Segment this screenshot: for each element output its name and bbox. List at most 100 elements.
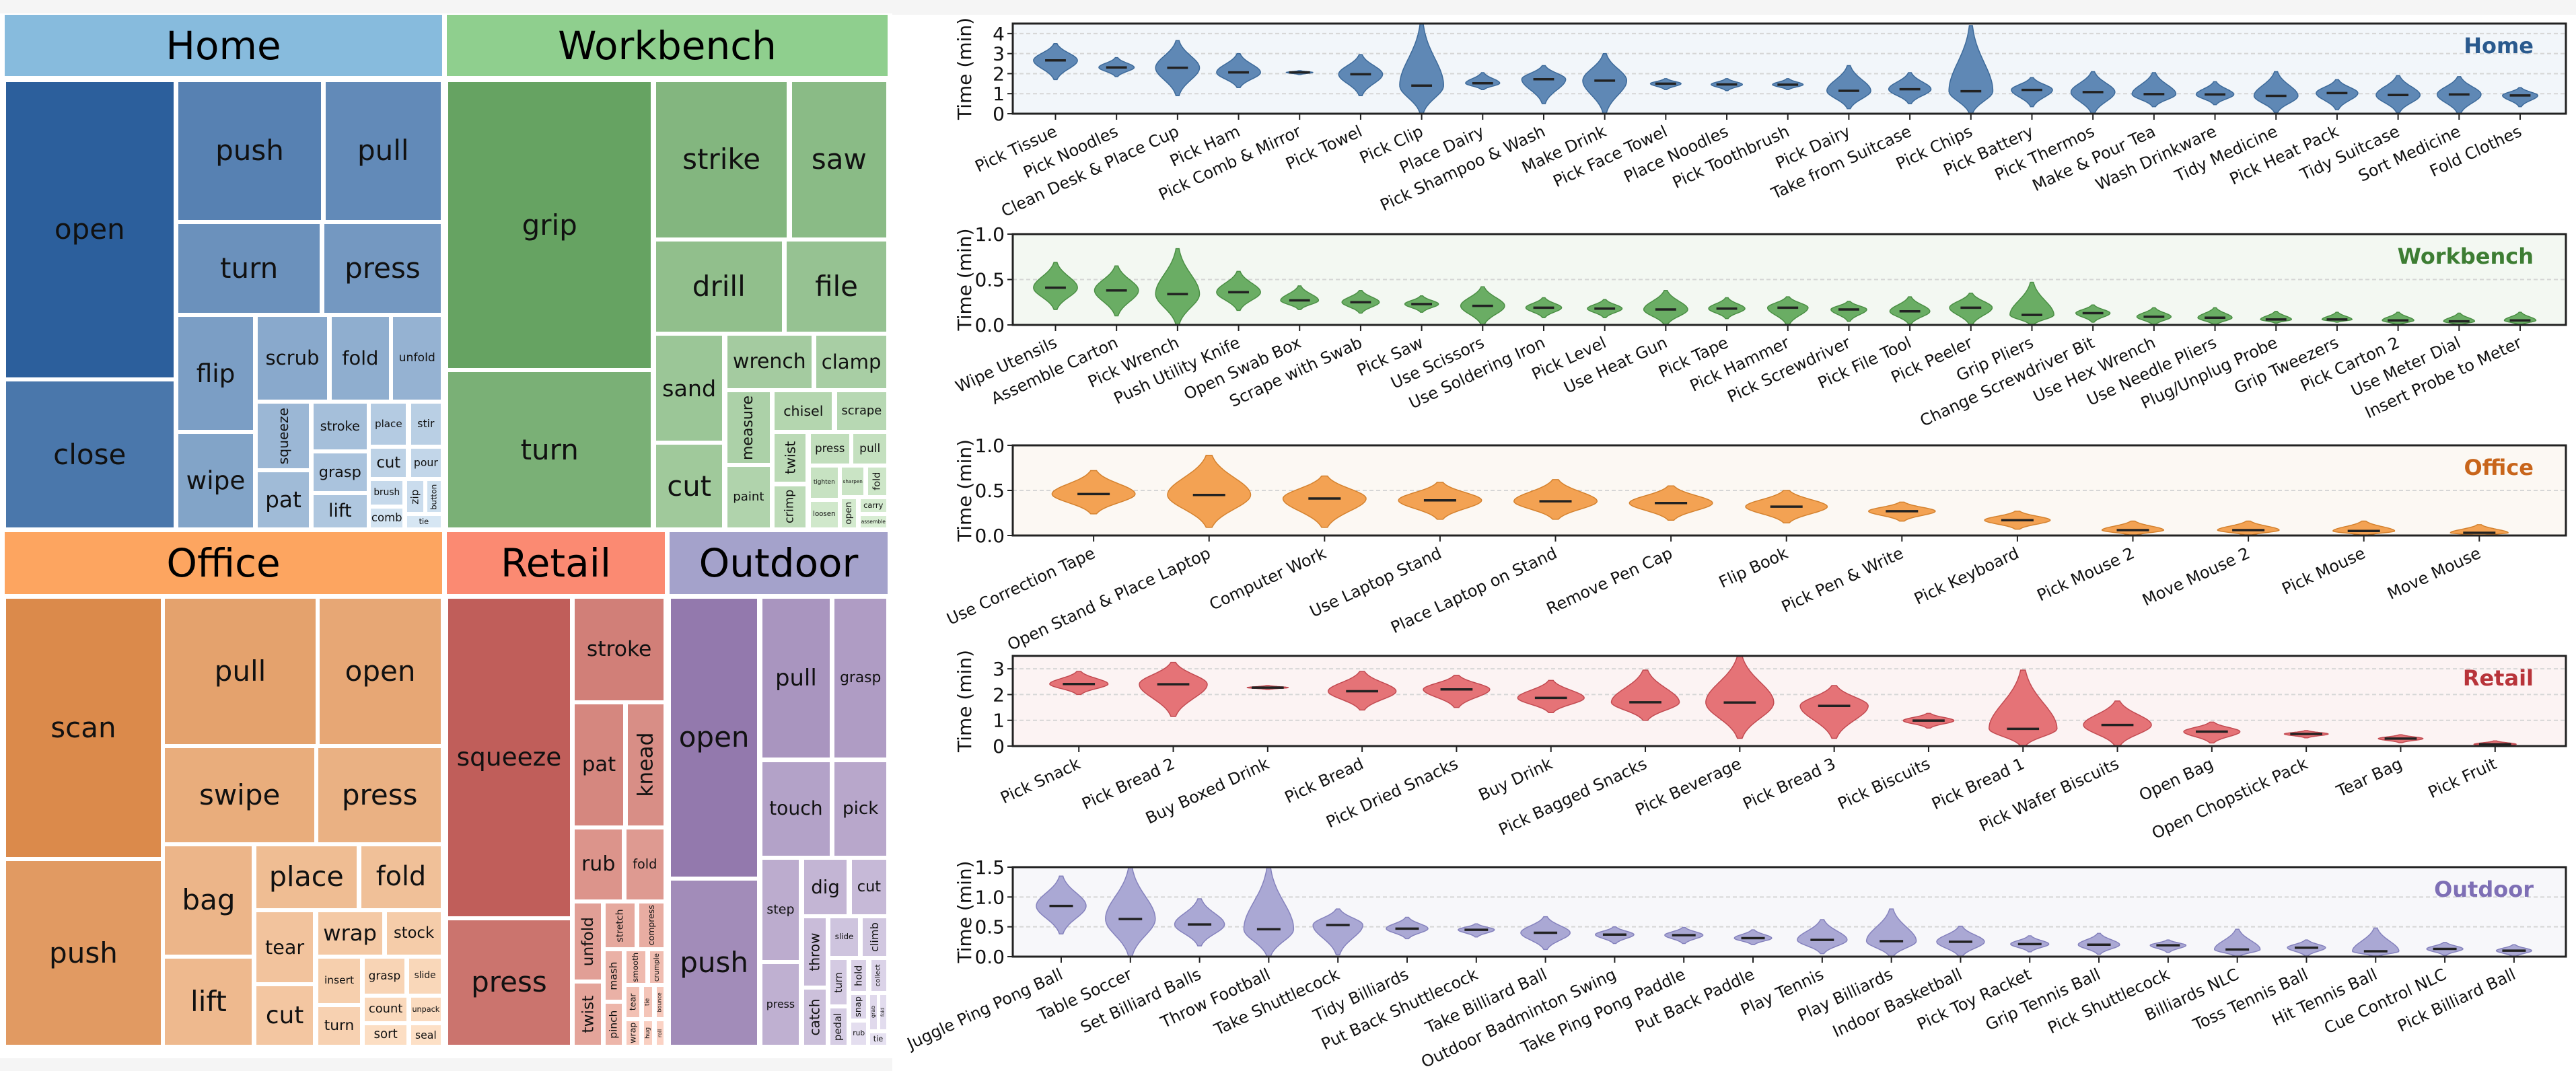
treemap-cell-outdoor-tie: tie	[869, 1031, 888, 1046]
treemap-cell-retail-stroke: stroke	[573, 597, 665, 702]
treemap-cell-label: carry	[863, 500, 884, 510]
treemap-cell-workbench-clamp: clamp	[815, 334, 888, 390]
x-tick-label: Grip Tennis Ball	[1982, 965, 2104, 1035]
treemap-cell-outdoor-dig: dig	[802, 858, 849, 916]
treemap-cell-label: throw	[806, 932, 823, 971]
x-tick-label: Tear Bag	[2333, 754, 2405, 801]
treemap-cell-retail-unfold: unfold	[573, 901, 602, 981]
treemap-cell-label: crimp	[783, 490, 797, 524]
treemap-cell-label: tie	[644, 998, 651, 1006]
x-tick-label: Pick Bread 3	[1740, 754, 1839, 813]
y-tick-label: 3	[993, 43, 1005, 65]
treemap-cell-home-cut: cut	[369, 447, 408, 479]
treemap-cell-retail-press: press	[447, 918, 571, 1046]
treemap-cell-label: scan	[50, 711, 116, 745]
violin-home-13	[1826, 65, 1871, 110]
treemap-cell-label: grasp	[368, 969, 401, 983]
violin-home-3	[1216, 52, 1261, 89]
x-tick-label: Toss Tennis Ball	[2190, 965, 2311, 1035]
treemap-header-home: Home	[5, 15, 442, 76]
treemap-cell-label: tear	[265, 935, 305, 959]
treemap-cell-label: zip	[408, 489, 421, 505]
violin-outdoor-4	[1312, 908, 1363, 956]
treemap-group-retail: squeeze press stroke pat knead rub fold unfold t…	[447, 597, 665, 1046]
treemap-cell-label: press	[341, 778, 418, 811]
axes-frame	[1011, 866, 2567, 958]
treemap-cell-outdoor-touch: touch	[760, 760, 832, 858]
treemap-cell-home-pull: pull	[324, 81, 442, 221]
treemap-cell-label: cut	[667, 469, 712, 503]
treemap-cell-workbench-drill: drill	[654, 239, 783, 334]
treemap-cell-office-count: count	[363, 996, 408, 1023]
x-tick-label: Pick Snack	[997, 754, 1083, 807]
violin-home-19	[2195, 81, 2235, 106]
treemap-cell-label: cut	[376, 453, 401, 472]
treemap-cell-office-sort: sort	[363, 1023, 408, 1046]
violin-home-24	[2502, 87, 2538, 108]
treemap-cell-label: pull	[214, 654, 266, 688]
treemap-cell-label: open	[678, 721, 750, 754]
treemap-cell-retail-squeeze: squeeze	[447, 597, 571, 918]
treemap-cell-home-push: push	[176, 81, 323, 221]
x-tick-label: Move Mouse 2	[2139, 544, 2252, 610]
treemap-cell-label: bounce	[656, 992, 663, 1012]
treemap-cell-office-push: push	[5, 860, 162, 1046]
x-tick-label: Pick Pen & Write	[1779, 544, 1906, 616]
treemap-cell-workbench-loosen: loosen	[809, 501, 839, 529]
y-tick-label: 0.5	[974, 480, 1005, 502]
treemap-cell-home-lift: lift	[312, 494, 368, 529]
treemap-cell-outdoor-turn: turn	[829, 958, 848, 1006]
treemap-cell-label: wipe	[186, 465, 246, 495]
treemap-cell-retail-pat: pat	[573, 703, 624, 827]
treemap-cell-label: count	[368, 1002, 403, 1017]
treemap-cell-home-stir: stir	[409, 402, 442, 446]
treemap-cell-label: turn	[520, 433, 579, 466]
treemap-cell-workbench-strike: strike	[654, 81, 789, 239]
treemap-header-retail: Retail	[447, 532, 665, 594]
treemap-cell-label: crumple	[652, 953, 661, 982]
treemap-cell-home-open: open	[5, 81, 175, 379]
axes-frame	[1011, 233, 2567, 326]
treemap-cell-label: rub	[853, 1029, 865, 1038]
treemap-cell-workbench-paint: paint	[725, 466, 771, 529]
treemap-cell-workbench-fold: fold	[866, 466, 888, 497]
x-tick-label: Move Mouse	[2384, 544, 2484, 603]
treemap-cell-outdoor-pick: pick	[833, 760, 888, 858]
treemap-cell-label: fold	[342, 346, 379, 370]
x-tick-label: Open Stand & Place Laptop	[1005, 544, 1214, 655]
treemap-cell-office-press: press	[317, 746, 442, 844]
top-strip	[892, 0, 2576, 15]
x-tick-label: Set Billiard Balls	[1077, 965, 1204, 1037]
x-tick-label: Buy Drink	[1476, 754, 1556, 805]
violin-home-15	[1948, 25, 1994, 114]
treemap-cell-label: unpack	[412, 1004, 440, 1014]
y-tick-label: 0	[993, 735, 1005, 758]
y-tick-label: 2	[993, 684, 1005, 706]
violin-workbench-10	[1643, 289, 1688, 326]
violin-workbench-0	[1033, 262, 1078, 310]
x-tick-label: Pick Mouse	[2279, 544, 2369, 599]
axes-frame	[1011, 655, 2567, 747]
treemap-cell-outdoor-open: open	[670, 597, 759, 878]
treemap-group-outdoor: open push pull grasp touch pick step press dig cu…	[670, 597, 888, 1046]
violin-retail-1	[1139, 661, 1208, 717]
treemap-cell-label: fold	[633, 856, 657, 873]
treemap-cell-home-pat: pat	[256, 471, 311, 529]
treemap-cell-workbench-assemble: assemble	[859, 515, 888, 529]
treemap-cell-home-turn: turn	[176, 222, 322, 315]
treemap-cell-label: squeeze	[456, 742, 562, 772]
treemap-cell-label: unfold	[398, 350, 435, 365]
x-tick-label: Cue Control NLC	[2321, 965, 2449, 1038]
y-axis-label: Time (min)	[954, 860, 976, 963]
x-tick-label: Pick Billiard Ball	[2394, 965, 2518, 1036]
treemap-cell-label: turn	[220, 251, 279, 285]
treemap-cell-workbench-saw: saw	[790, 81, 888, 239]
treemap-cell-home-wipe: wipe	[176, 433, 255, 529]
y-tick-label: 0.5	[974, 269, 1005, 291]
x-tick-label: Put Back Paddle	[1633, 965, 1758, 1037]
treemap-header-workbench: Workbench	[447, 15, 888, 76]
violin-retail-10	[1989, 669, 2058, 747]
treemap-cell-label: pat	[265, 486, 301, 513]
violin-workbench-3	[1216, 270, 1261, 311]
treemap-cell-workbench-open: open	[840, 498, 858, 529]
